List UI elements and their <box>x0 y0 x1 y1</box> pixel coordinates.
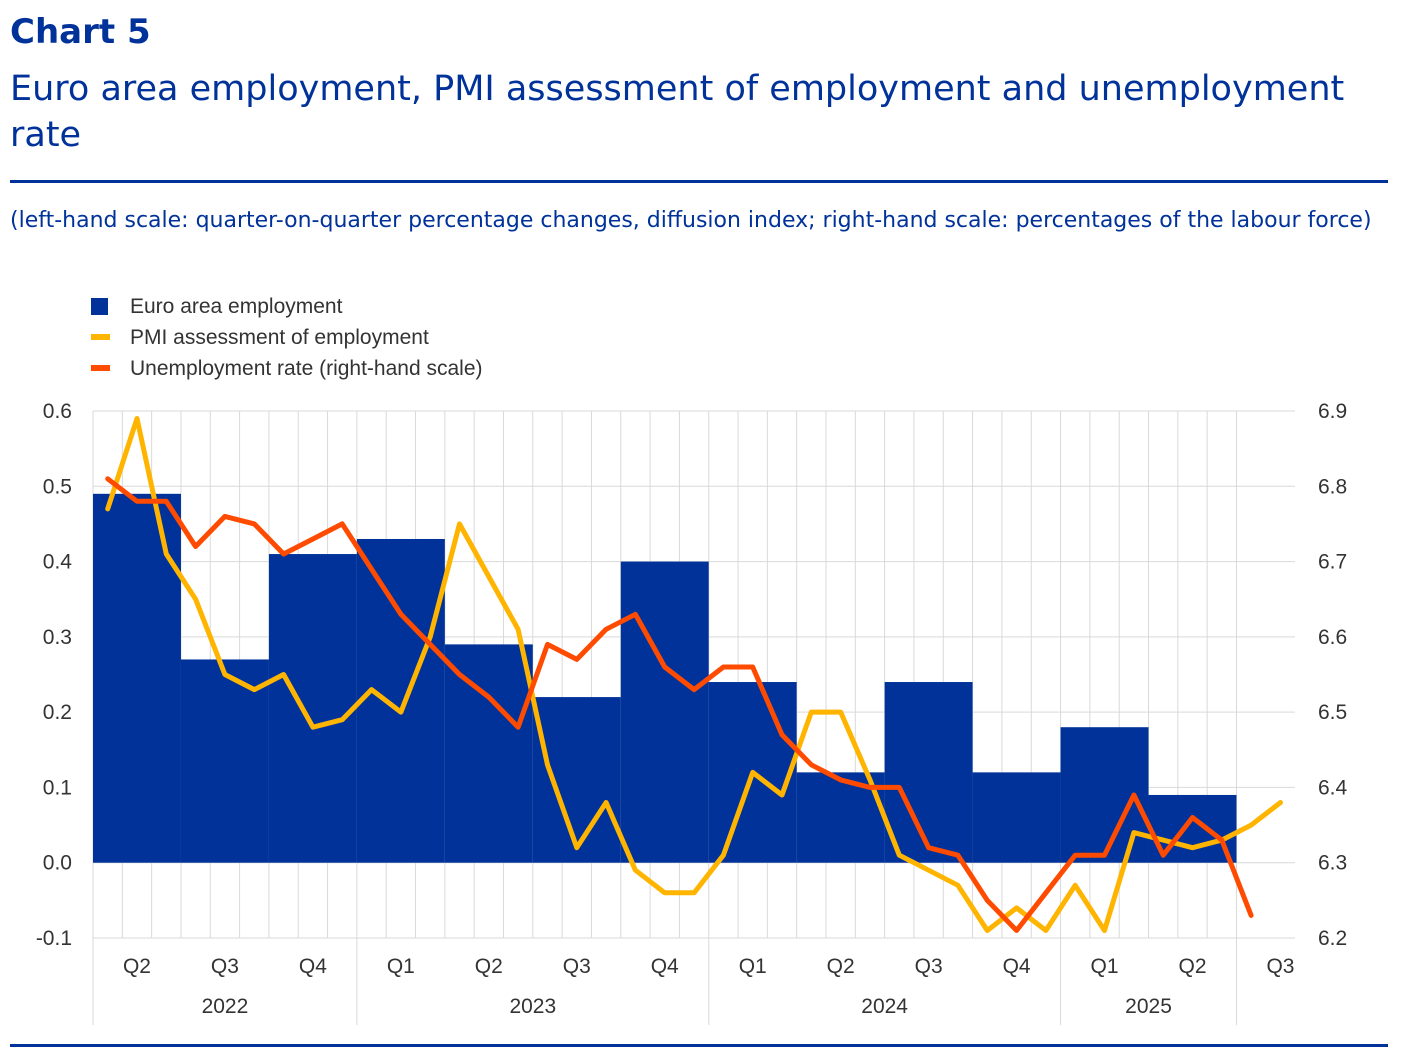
x-axis-quarter-label: Q1 <box>387 955 415 978</box>
employment-bar <box>444 644 533 863</box>
legend-swatch-unemployment <box>91 365 110 371</box>
x-axis-quarter-label: Q3 <box>915 955 943 978</box>
legend-label: PMI assessment of employment <box>130 326 429 349</box>
pmi-series-line <box>105 416 1283 933</box>
title-divider <box>10 180 1388 183</box>
right-axis-tick-label: 6.7 <box>1318 551 1347 574</box>
x-axis-quarter-label: Q4 <box>651 955 679 978</box>
right-axis-tick-label: 6.5 <box>1318 701 1347 724</box>
chart-title: Euro area employment, PMI assessment of … <box>10 69 1345 155</box>
employment-bar <box>356 538 445 863</box>
legend-swatch-pmi <box>91 334 110 340</box>
employment-bar <box>268 554 357 863</box>
x-axis-quarter-label: Q3 <box>563 955 591 978</box>
x-axis-quarter-label: Q4 <box>1003 955 1031 978</box>
x-axis-quarter-label: Q3 <box>211 955 239 978</box>
right-axis-tick-label: 6.4 <box>1318 776 1348 799</box>
left-axis-tick-label: 0.2 <box>43 701 72 724</box>
x-axis-year-label: 2023 <box>509 995 556 1018</box>
right-axis-tick-label: 6.2 <box>1318 927 1347 950</box>
legend-label: Euro area employment <box>130 295 343 318</box>
chart-subtitle: (left-hand scale: quarter-on-quarter per… <box>10 208 1372 233</box>
x-axis-quarter-label: Q2 <box>123 955 151 978</box>
employment-bar <box>180 659 269 863</box>
left-axis-tick-label: 0.4 <box>43 551 73 574</box>
x-axis-quarter-label: Q4 <box>299 955 327 978</box>
employment-bar <box>620 561 709 863</box>
left-axis-tick-label: 0.0 <box>43 852 72 875</box>
x-axis-year-label: 2024 <box>861 995 908 1018</box>
chart-plot: 0.6 0.5 0.4 0.3 0.2 0.1 0.0 -0.1 6.9 6.8 6.7 6.6 6.5… <box>36 295 1348 1025</box>
x-axis-quarter-label: Q3 <box>1266 955 1294 978</box>
right-axis-tick-label: 6.9 <box>1318 400 1347 423</box>
employment-bar <box>884 682 973 863</box>
employment-bar <box>532 697 621 863</box>
x-axis-year-label: 2022 <box>202 995 249 1018</box>
x-axis-quarter-label: Q1 <box>739 955 767 978</box>
left-axis-tick-label: 0.5 <box>43 475 72 498</box>
x-axis-quarter-label: Q1 <box>1091 955 1119 978</box>
right-axis-tick-label: 6.6 <box>1318 626 1347 649</box>
chart-number: Chart 5 <box>10 12 151 52</box>
x-axis-quarter-label: Q2 <box>827 955 855 978</box>
left-axis-tick-label: 0.1 <box>43 776 72 799</box>
employment-bar <box>972 772 1061 863</box>
x-axis-quarter-label: Q2 <box>475 955 503 978</box>
legend-swatch-employment <box>91 298 108 315</box>
unemployment-series-line <box>105 476 1254 933</box>
right-axis-tick-label: 6.8 <box>1318 475 1347 498</box>
x-axis-year-label: 2025 <box>1125 995 1172 1018</box>
legend-label: Unemployment rate (right-hand scale) <box>130 357 483 380</box>
left-axis-tick-label: -0.1 <box>36 927 72 950</box>
left-axis-tick-label: 0.3 <box>43 626 72 649</box>
right-axis-tick-label: 6.3 <box>1318 852 1347 875</box>
left-axis-tick-label: 0.6 <box>43 400 72 423</box>
footer-divider <box>10 1044 1388 1047</box>
x-axis-quarter-label: Q2 <box>1178 955 1206 978</box>
